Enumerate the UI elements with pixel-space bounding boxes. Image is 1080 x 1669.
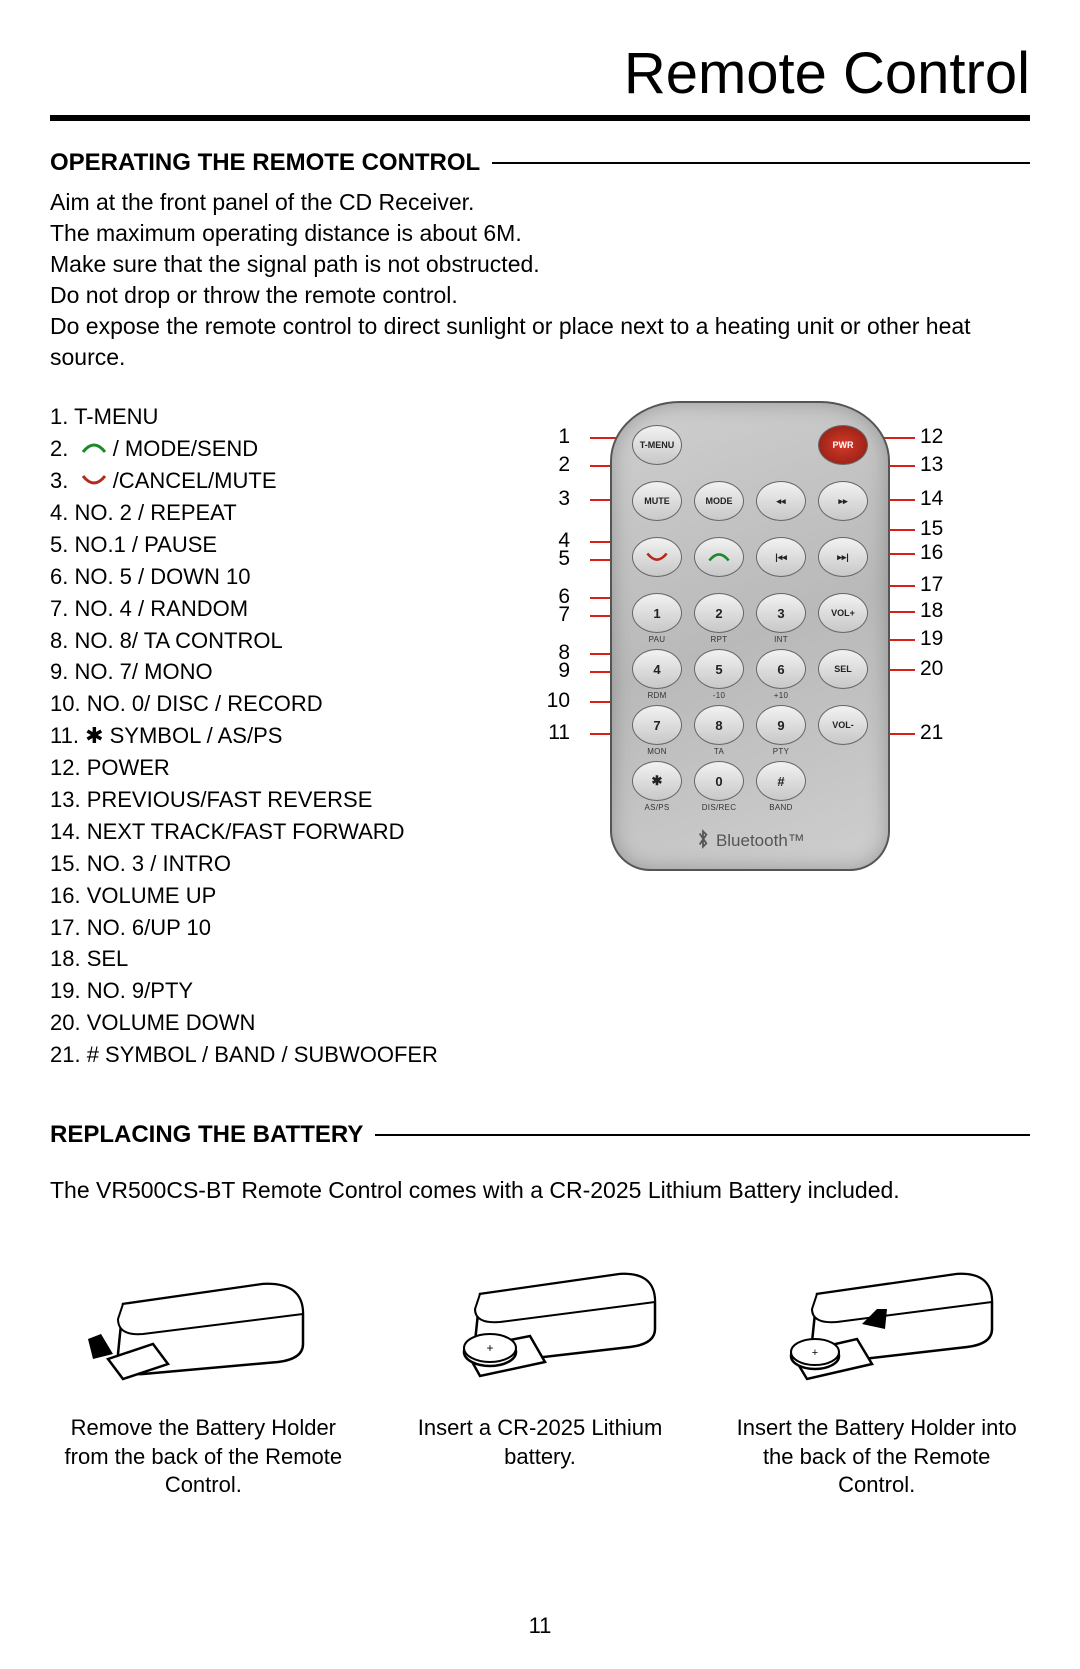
- remote-btn-6: 6+10: [756, 649, 806, 689]
- remote-btn-ffwd: ▸▸|: [818, 537, 868, 577]
- battery-step-3-text: Insert the Battery Holder into the back …: [723, 1414, 1030, 1500]
- remote-btn-3: 3INT: [756, 593, 806, 633]
- operating-heading: OPERATING THE REMOTE CONTROL: [50, 149, 480, 177]
- callout-number: 12: [920, 425, 943, 449]
- remote-btn-pickup: [694, 537, 744, 577]
- callout-number: 9: [558, 659, 570, 683]
- operating-body: Aim at the front panel of the CD Receive…: [50, 187, 1030, 373]
- legend-item: 1. T-MENU: [50, 401, 440, 433]
- remote-btn-4: 4RDM: [632, 649, 682, 689]
- remote-btn-hangup: [632, 537, 682, 577]
- callout-number: 17: [920, 573, 943, 597]
- legend-item: 16. VOLUME UP: [50, 880, 440, 912]
- remote-btn-7: 7MON: [632, 705, 682, 745]
- operating-header: OPERATING THE REMOTE CONTROL: [50, 149, 1030, 177]
- legend-item: 7. NO. 4 / RANDOM: [50, 593, 440, 625]
- remote-btn-5: 5-10: [694, 649, 744, 689]
- remote-diagram: 1234567891011 12131415161718192021 T-MEN…: [450, 401, 1030, 901]
- battery-step-3: + Insert the Battery Holder into the bac…: [723, 1244, 1030, 1500]
- legend-item: 10. NO. 0/ DISC / RECORD: [50, 688, 440, 720]
- bluetooth-label: Bluetooth: [716, 831, 788, 850]
- callout-number: 10: [547, 689, 570, 713]
- legend-item: 11. ✱ SYMBOL / AS/PS: [50, 720, 440, 752]
- legend-item: 6. NO. 5 / DOWN 10: [50, 561, 440, 593]
- legend-item: 4. NO. 2 / REPEAT: [50, 497, 440, 529]
- remote-btn-prev: ◂◂: [756, 481, 806, 521]
- callout-number: 13: [920, 453, 943, 477]
- legend-item: 8. NO. 8/ TA CONTROL: [50, 625, 440, 657]
- battery-step-2-text: Insert a CR-2025 Lithium battery.: [387, 1414, 694, 1471]
- remote-btn-rew: |◂◂: [756, 537, 806, 577]
- legend-list: 1. T-MENU 2. / MODE/SEND 3. /CANCEL/MUTE…: [50, 401, 440, 1071]
- battery-step-1: Remove the Battery Holder from the back …: [50, 1244, 357, 1500]
- section-rule-1: [492, 162, 1030, 164]
- callout-number: 21: [920, 721, 943, 745]
- battery-steps: Remove the Battery Holder from the back …: [50, 1244, 1030, 1500]
- title-rule: [50, 115, 1030, 121]
- legend-item: 9. NO. 7/ MONO: [50, 656, 440, 688]
- remote-body: T-MENU PWR MUTE MODE ◂◂ ▸▸ |◂◂ ▸▸| 1PAU …: [610, 401, 890, 871]
- remote-btn-next: ▸▸: [818, 481, 868, 521]
- callout-number: 7: [558, 603, 570, 627]
- remote-btn-sel: SEL: [818, 649, 868, 689]
- replacing-header: REPLACING THE BATTERY: [50, 1121, 1030, 1149]
- callout-number: 11: [548, 721, 570, 745]
- remote-btn-1: 1PAU: [632, 593, 682, 633]
- replacing-heading: REPLACING THE BATTERY: [50, 1121, 363, 1149]
- remote-btn-9: 9PTY: [756, 705, 806, 745]
- callout-number: 2: [558, 453, 570, 477]
- section-rule-2: [375, 1134, 1030, 1136]
- legend-item: 13. PREVIOUS/FAST REVERSE: [50, 784, 440, 816]
- legend-item: 15. NO. 3 / INTRO: [50, 848, 440, 880]
- callout-number: 1: [558, 425, 570, 449]
- remote-btn-mute: MUTE: [632, 481, 682, 521]
- battery-illustration-3: +: [757, 1244, 997, 1394]
- remote-btn-tmenu: T-MENU: [632, 425, 682, 465]
- remote-button-grid: T-MENU PWR MUTE MODE ◂◂ ▸▸ |◂◂ ▸▸| 1PAU …: [612, 425, 888, 807]
- legend-item: 17. NO. 6/UP 10: [50, 912, 440, 944]
- legend-item: 12. POWER: [50, 752, 440, 784]
- remote-btn-0: 0DIS/REC: [694, 761, 744, 801]
- callout-number: 20: [920, 657, 943, 681]
- remote-btn-pwr: PWR: [818, 425, 868, 465]
- svg-text:+: +: [486, 1341, 493, 1355]
- legend-item: 5. NO.1 / PAUSE: [50, 529, 440, 561]
- callout-number: 19: [920, 627, 943, 651]
- remote-btn-voldown: VOL-: [818, 705, 868, 745]
- svg-text:+: +: [811, 1347, 817, 1359]
- battery-step-1-text: Remove the Battery Holder from the back …: [50, 1414, 357, 1500]
- page-number: 11: [0, 1613, 1080, 1639]
- callout-number: 5: [558, 547, 570, 571]
- callout-number: 14: [920, 487, 943, 511]
- callout-number: 18: [920, 599, 943, 623]
- legend-item: 18. SEL: [50, 943, 440, 975]
- middle-row: 1. T-MENU 2. / MODE/SEND 3. /CANCEL/MUTE…: [50, 401, 1030, 1071]
- battery-step-2: + Insert a CR-2025 Lithium battery.: [387, 1244, 694, 1500]
- bluetooth-logo: Bluetooth™: [612, 829, 888, 851]
- page-title: Remote Control: [50, 40, 1030, 107]
- remote-btn-hash: #BAND: [756, 761, 806, 801]
- legend-item: 2. / MODE/SEND: [50, 433, 440, 465]
- callout-number: 3: [558, 487, 570, 511]
- battery-illustration-1: [83, 1244, 323, 1394]
- legend-item: 14. NEXT TRACK/FAST FORWARD: [50, 816, 440, 848]
- remote-btn-8: 8TA: [694, 705, 744, 745]
- battery-illustration-2: +: [420, 1244, 660, 1394]
- remote-btn-2: 2RPT: [694, 593, 744, 633]
- remote-btn-mode: MODE: [694, 481, 744, 521]
- replacing-intro: The VR500CS-BT Remote Control comes with…: [50, 1177, 1030, 1204]
- legend-item: 20. VOLUME DOWN: [50, 1007, 440, 1039]
- callout-number: 16: [920, 541, 943, 565]
- legend-item: 3. /CANCEL/MUTE: [50, 465, 440, 497]
- callout-number: 15: [920, 517, 943, 541]
- legend-item: 21. # SYMBOL / BAND / SUBWOOFER: [50, 1039, 440, 1071]
- remote-btn-star: ✱AS/PS: [632, 761, 682, 801]
- legend-item: 19. NO. 9/PTY: [50, 975, 440, 1007]
- remote-btn-volup: VOL+: [818, 593, 868, 633]
